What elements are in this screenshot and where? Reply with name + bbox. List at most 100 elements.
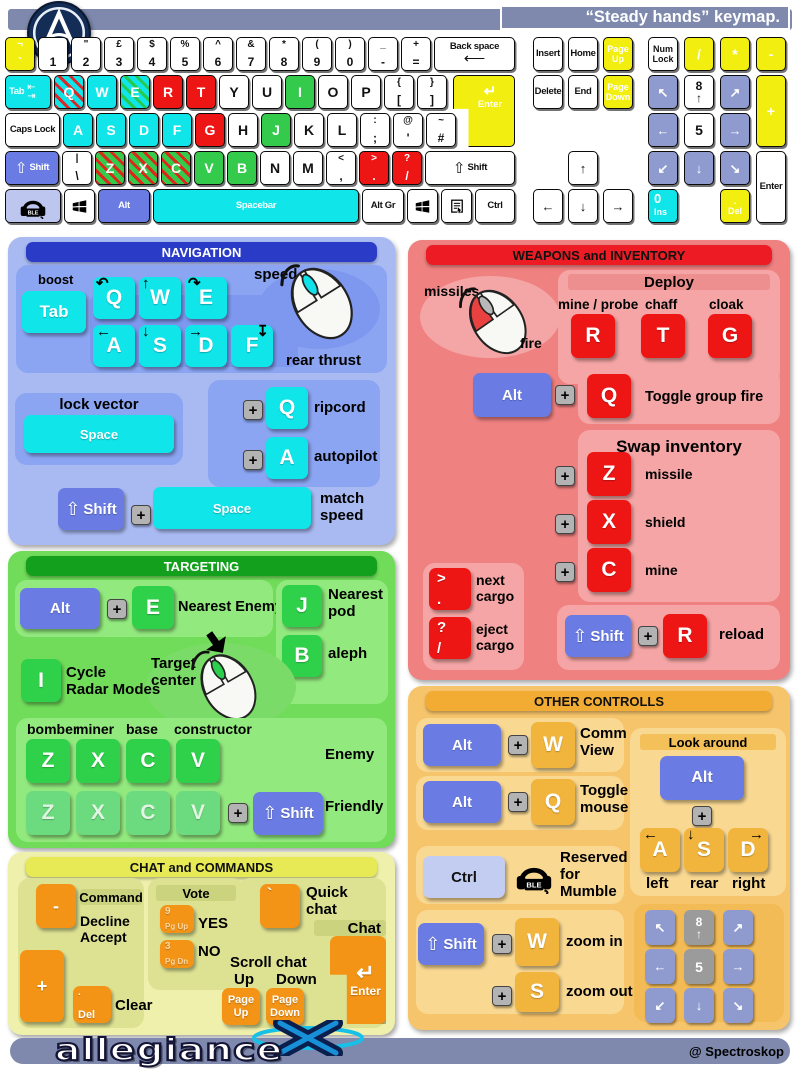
key-comma[interactable]: <, [326, 151, 356, 185]
key-4[interactable]: $4 [137, 37, 167, 71]
targeting-key-z-friendly[interactable]: Z [26, 791, 70, 835]
key-lwin[interactable] [64, 189, 95, 223]
other-key-alt2[interactable]: Alt [423, 781, 501, 823]
chat-key-3-pgdn[interactable]: 3 Pg Dn [160, 940, 194, 968]
key-9[interactable]: (9 [302, 37, 332, 71]
targeting-key-i[interactable]: I [21, 659, 61, 702]
key-lshift[interactable]: ⇧ Shift [5, 151, 59, 185]
plus-key[interactable]: + [555, 514, 575, 534]
nav-key-autopilot-a[interactable]: A [266, 437, 308, 479]
key-i[interactable]: I [285, 75, 315, 109]
key-np-multiply[interactable]: * [720, 37, 750, 71]
key-slash[interactable]: ? / [392, 151, 422, 185]
key-r[interactable]: R [153, 75, 183, 109]
nav-key-a[interactable]: ← A [93, 324, 135, 367]
key-3[interactable]: £3 [104, 37, 134, 71]
other-key-s[interactable]: ↓ S [684, 827, 724, 872]
key-np-plus[interactable]: + [756, 75, 786, 147]
other-key-ctrl[interactable]: Ctrl [423, 856, 505, 898]
targeting-key-c-friendly[interactable]: C [126, 791, 170, 835]
weapons-key-x[interactable]: X [587, 500, 631, 544]
other-key-w2[interactable]: W [515, 918, 559, 966]
targeting-key-alt[interactable]: Alt [20, 588, 100, 629]
key-a[interactable]: A [63, 113, 93, 147]
other-key-shift[interactable]: ⇧ Shift [418, 923, 484, 965]
key-t[interactable]: T [186, 75, 216, 109]
key-arrow-up[interactable]: ↑ [568, 151, 598, 185]
key-2[interactable]: " 2 [71, 37, 101, 71]
key-menu[interactable] [441, 189, 472, 223]
weapons-key-z[interactable]: Z [587, 452, 631, 496]
key-numlock[interactable]: Num Lock [648, 37, 678, 71]
targeting-key-shift[interactable]: ⇧ Shift [253, 792, 323, 835]
key-period[interactable]: >. [359, 151, 389, 185]
key-hash[interactable]: ~ # [426, 113, 456, 147]
nav-key-shift[interactable]: ⇧ Shift [58, 488, 124, 530]
key-np-4[interactable]: ← [648, 113, 678, 147]
chat-key-minus[interactable]: - [36, 884, 76, 928]
key-b[interactable]: B [227, 151, 257, 185]
look-key-down-left[interactable]: ↙ [645, 988, 675, 1023]
look-key-8[interactable]: 8 ↑ [684, 910, 714, 945]
look-key-up-left[interactable]: ↖ [645, 910, 675, 945]
key-y[interactable]: Y [219, 75, 249, 109]
key-x[interactable]: X [128, 151, 158, 185]
targeting-key-x[interactable]: X [76, 739, 120, 783]
key-o[interactable]: O [318, 75, 348, 109]
look-key-down[interactable]: ↓ [684, 988, 714, 1023]
key-backslash[interactable]: | \ [62, 151, 92, 185]
key-np-5[interactable]: 5 [684, 113, 714, 147]
other-key-w[interactable]: W [531, 722, 575, 768]
weapons-key-q[interactable]: Q [587, 374, 631, 418]
targeting-key-c[interactable]: C [126, 739, 170, 783]
key-mumble[interactable]: BLE [5, 189, 61, 223]
nav-key-d[interactable]: → D [185, 324, 227, 367]
key-g[interactable]: G [195, 113, 225, 147]
nav-key-space[interactable]: Space [24, 415, 174, 453]
key-np-0[interactable]: 0 Ins [648, 189, 678, 223]
weapons-key-period[interactable]: >. [429, 568, 471, 610]
weapons-key-g[interactable]: G [708, 314, 752, 358]
key-j[interactable]: J [261, 113, 291, 147]
key-e[interactable]: E [120, 75, 150, 109]
chat-key-backquote[interactable]: ` [260, 884, 300, 928]
other-key-alt3[interactable]: Alt [660, 756, 744, 800]
weapons-key-r2[interactable]: R [663, 614, 707, 658]
key-c[interactable]: C [161, 151, 191, 185]
key-0[interactable]: ) 0 [335, 37, 365, 71]
key-arrow-right[interactable]: → [603, 189, 633, 223]
key-np-del[interactable]: . Del [720, 189, 750, 223]
key-space[interactable]: Spacebar [153, 189, 359, 223]
key-k[interactable]: K [294, 113, 324, 147]
look-key-left[interactable]: ← [645, 949, 675, 984]
plus-key[interactable]: + [555, 385, 575, 405]
targeting-key-j[interactable]: J [282, 585, 322, 627]
key-rctrl[interactable]: Ctrl [475, 189, 515, 223]
key-capslock[interactable]: Caps Lock [5, 113, 60, 147]
key-z[interactable]: Z [95, 151, 125, 185]
key-p[interactable]: P [351, 75, 381, 109]
key-np-enter[interactable]: Enter [756, 151, 786, 223]
other-key-d[interactable]: → D [728, 827, 768, 872]
key-altgr[interactable]: Alt Gr [362, 189, 404, 223]
nav-key-ripcord-q[interactable]: Q [266, 387, 308, 429]
weapons-key-c[interactable]: C [587, 548, 631, 592]
other-key-alt[interactable]: Alt [423, 724, 501, 766]
key-u[interactable]: U [252, 75, 282, 109]
key-np-3[interactable]: ↘ [720, 151, 750, 185]
nav-key-q[interactable]: ↶ Q [93, 276, 135, 319]
key-m[interactable]: M [293, 151, 323, 185]
weapons-key-alt[interactable]: Alt [473, 373, 551, 417]
look-key-up-right[interactable]: ↗ [723, 910, 753, 945]
weapons-key-shift[interactable]: ⇧ Shift [565, 615, 631, 657]
plus-key[interactable]: + [692, 806, 712, 826]
plus-key[interactable]: + [131, 505, 151, 525]
weapons-key-t[interactable]: T [641, 314, 685, 358]
key-v[interactable]: V [194, 151, 224, 185]
nav-key-f[interactable]: ↧ F [231, 324, 273, 367]
nav-key-space2[interactable]: Space [153, 487, 311, 529]
key-arrow-left[interactable]: ← [533, 189, 563, 223]
key-np-9[interactable]: ↗ [720, 75, 750, 109]
nav-key-e[interactable]: ↷ E [185, 276, 227, 319]
plus-key[interactable]: + [107, 599, 127, 619]
